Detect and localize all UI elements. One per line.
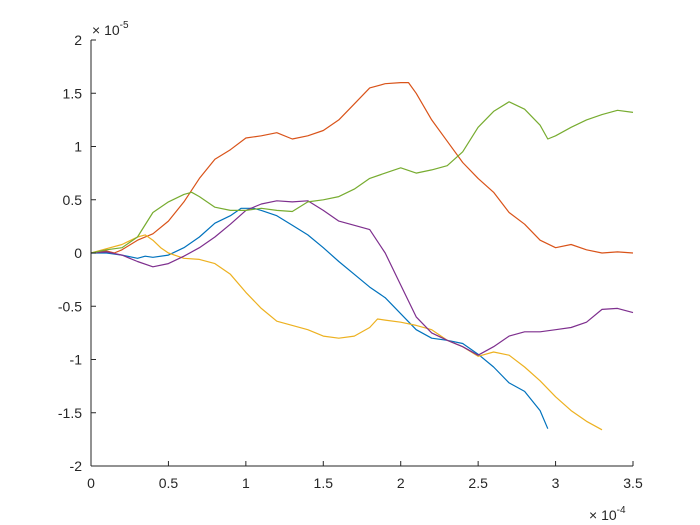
y-tick-label: 2 xyxy=(74,32,82,48)
series-line-4 xyxy=(90,200,634,356)
y-tick-label: -1.5 xyxy=(58,405,82,421)
series-line-2 xyxy=(90,82,634,254)
y-tick-label: 1.5 xyxy=(63,85,83,101)
x-tick-label: 0 xyxy=(87,475,95,491)
series-line-3 xyxy=(90,234,603,431)
series-line-5 xyxy=(90,101,634,254)
x-tick-label: 1 xyxy=(242,475,250,491)
x-tick-label: 0.5 xyxy=(159,475,179,491)
y-tick-label: 1 xyxy=(74,139,82,155)
y-tick-label: -1 xyxy=(70,352,83,368)
series-layer xyxy=(90,82,634,431)
plot-area xyxy=(91,40,633,466)
x-tick-label: 3 xyxy=(552,475,560,491)
y-tick-label: 0 xyxy=(74,245,82,261)
labels-layer: 0 0.5 1 1.5 2 2.5 3 3.5 -2 -1.5 -1 -0.5 0 0.5 1 1.5 2 × 1… xyxy=(58,20,643,523)
x-tick-label: 2.5 xyxy=(468,475,488,491)
y-exponent-label: × 10-5 xyxy=(92,20,129,38)
x-tick-label: 2 xyxy=(397,475,405,491)
series-line-1 xyxy=(91,207,549,429)
x-exponent-label: × 10-4 xyxy=(589,505,626,523)
y-tick-label: -2 xyxy=(70,458,83,474)
x-tick-label: 3.5 xyxy=(623,475,643,491)
y-tick-label: 0.5 xyxy=(63,192,83,208)
x-tick-label: 1.5 xyxy=(314,475,334,491)
plot-background xyxy=(91,40,633,466)
y-tick-label: -0.5 xyxy=(58,298,82,314)
axes-layer xyxy=(90,39,634,467)
